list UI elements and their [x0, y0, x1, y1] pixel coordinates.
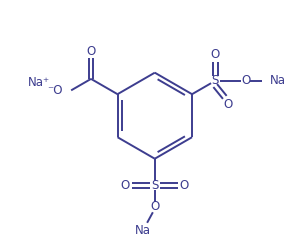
Text: O: O: [180, 179, 189, 192]
Text: O: O: [211, 48, 220, 62]
Text: O: O: [241, 74, 250, 87]
Text: Na⁺: Na⁺: [28, 76, 50, 89]
Text: S: S: [212, 74, 219, 87]
Text: O: O: [86, 45, 96, 58]
Text: S: S: [151, 179, 158, 192]
Text: ⁻O: ⁻O: [47, 84, 62, 97]
Text: O: O: [121, 179, 130, 192]
Text: Na: Na: [135, 224, 151, 236]
Text: Na: Na: [270, 74, 286, 87]
Text: O: O: [150, 200, 159, 213]
Text: O: O: [223, 97, 232, 110]
